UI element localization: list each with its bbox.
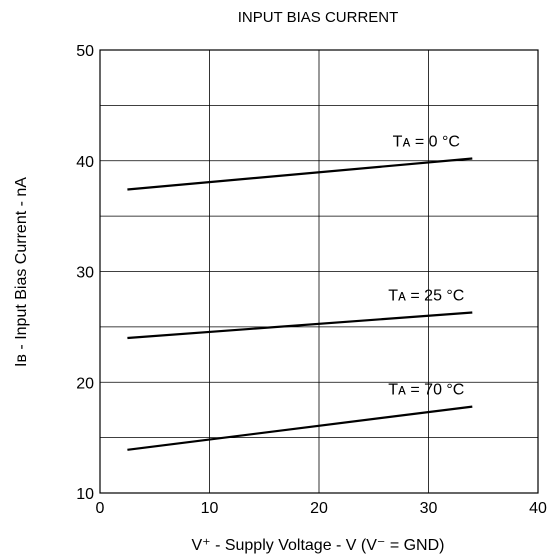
y-tick-label: 50 (76, 43, 94, 60)
x-tick-label: 40 (529, 500, 547, 517)
plot-frame (99, 49, 539, 494)
y-axis-label: Iʙ - Input Bias Current - nA (13, 177, 30, 367)
x-tick-label: 0 (96, 500, 105, 517)
chart-title: INPUT BIAS CURRENT (238, 9, 399, 26)
series-label: Tᴀ = 0 °C (393, 134, 460, 151)
y-tick-label: 40 (76, 154, 94, 171)
x-tick-label: 30 (420, 500, 438, 517)
y-tick-label: 10 (76, 486, 94, 503)
grid (100, 50, 538, 493)
series-line (127, 405, 473, 451)
series-label: Tᴀ = 25 °C (388, 287, 464, 304)
series-line (127, 311, 473, 340)
series-layer: Tᴀ = 0 °C Tᴀ = 25 °C Tᴀ = 70 °C (127, 134, 473, 451)
series-line (127, 157, 473, 191)
x-tick-label: 20 (310, 500, 328, 517)
y-tick-label: 20 (76, 375, 94, 392)
x-axis-label: V⁺ - Supply Voltage - V (V⁻ = GND) (192, 537, 445, 554)
y-tick-label: 30 (76, 265, 94, 282)
x-tick-label: 10 (201, 500, 219, 517)
series-label: Tᴀ = 70 °C (388, 382, 464, 399)
